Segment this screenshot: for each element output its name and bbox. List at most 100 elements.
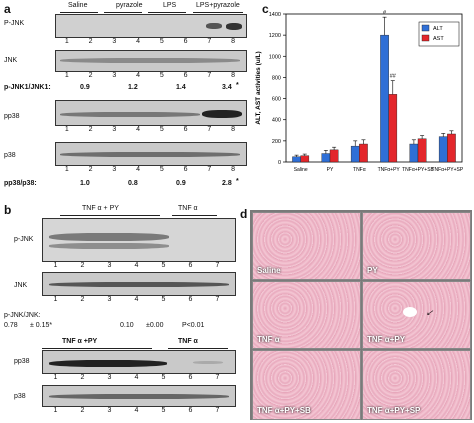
bar-alt	[409, 143, 419, 163]
x-tick-label: PY	[327, 167, 334, 173]
row-label-p38: p38	[4, 152, 16, 159]
row-label-jnk: JNK	[14, 282, 28, 289]
x-tick-label: TNFα+PY+SB	[402, 167, 434, 173]
bar-ast	[359, 143, 368, 163]
image-label: TNF α	[257, 335, 280, 344]
group-label: LPS+pyrazole	[196, 2, 240, 9]
group-label: Saline	[68, 2, 88, 9]
group-label: TNF α + PY	[82, 205, 119, 212]
ratio-value: 0.9	[80, 84, 90, 91]
blot-b-pp38	[42, 350, 236, 374]
histology-image: TNF α+PY+SB	[252, 350, 361, 420]
ratio-label: p-JNK1/JNK1:	[4, 84, 51, 91]
ratio-value: 1.0	[80, 180, 90, 187]
image-label: TNF α+PY+SP	[367, 406, 421, 415]
y-tick-label: 200	[272, 139, 281, 145]
histology-image: ← TNF α+PY	[362, 281, 471, 349]
ratio-value: 3.4	[222, 84, 232, 91]
bar-alt	[292, 156, 301, 163]
blot-a-pjnk	[55, 14, 247, 38]
bar-alt	[380, 34, 389, 163]
histology-image: TNF α	[252, 281, 361, 349]
image-label: PY	[367, 266, 378, 275]
ratio-label: p-JNK/JNK:	[4, 312, 41, 319]
panel-a-group-labels: Saline pyrazole LPS LPS+pyrazole	[60, 2, 240, 12]
blot-b-pjnk	[42, 218, 236, 262]
image-label: TNF α+PY	[367, 335, 406, 344]
bar-ast	[329, 149, 339, 163]
significance-mark: *	[236, 178, 239, 185]
ratio-value: 2.8	[222, 180, 232, 187]
x-tick-label: TNFα+PY+SP	[431, 167, 463, 173]
ratio-label: pp38/p38:	[4, 180, 37, 187]
legend-label: ALT	[433, 26, 443, 32]
histology-image: TNF α+PY+SP	[362, 350, 471, 420]
y-tick-label: 600	[272, 97, 281, 103]
panel-a-letter: a	[4, 2, 11, 16]
significance-annotation: #	[383, 10, 387, 16]
ratio-value: P<0.01	[182, 322, 205, 329]
blot-a-jnk	[55, 50, 247, 72]
blot-b-jnk	[42, 272, 236, 296]
arrow-icon: ←	[420, 301, 438, 321]
x-tick-label: TNFα+PY	[378, 167, 401, 173]
row-label-p38: p38	[14, 393, 26, 400]
legend-swatch	[421, 24, 430, 32]
bar-ast	[388, 94, 398, 163]
y-axis-label: ALT, AST activities (u/L)	[255, 51, 262, 124]
panel-b-letter: b	[4, 203, 12, 217]
blot-a-p38	[55, 142, 247, 166]
bar-ast	[417, 138, 427, 163]
significance-annotation: ##	[390, 74, 397, 80]
x-tick-label: Saline	[294, 167, 308, 173]
row-label-jnk: JNK	[4, 57, 18, 64]
y-tick-label: 800	[272, 75, 281, 81]
group-label: TNF α	[178, 205, 198, 212]
blot-a-pp38	[55, 100, 247, 126]
y-tick-label: 1200	[269, 33, 281, 39]
y-tick-label: 1400	[269, 12, 281, 18]
x-tick-label: TNFα	[353, 167, 366, 173]
legend-label: AST	[433, 36, 444, 42]
bar-ast	[447, 133, 456, 163]
row-label-pp38: pp38	[14, 358, 30, 365]
ratio-value: ±0.00	[146, 322, 164, 329]
group-label: pyrazole	[116, 2, 143, 9]
alt-ast-bar-chart: 0 200 400 600 800 1000 1200 1400 ALT, AST activi…	[255, 10, 464, 173]
panel-d-letter: d	[240, 207, 248, 221]
y-tick-label: 0	[278, 160, 281, 166]
ratio-value: 0.78	[4, 322, 18, 329]
ratio-value: 1.2	[128, 84, 138, 91]
row-label-p-jnk: p-JNK	[14, 236, 34, 243]
legend-swatch	[421, 34, 430, 42]
y-tick-label: 1000	[269, 54, 281, 60]
significance-mark: *	[236, 82, 239, 89]
bar-alt	[438, 136, 448, 163]
histology-image: PY	[362, 212, 471, 280]
vessel-lumen	[403, 307, 417, 317]
ratio-value: 0.10	[120, 322, 134, 329]
image-label: Saline	[257, 266, 281, 275]
group-label: TNF α	[178, 338, 198, 345]
y-tick-label: 400	[272, 118, 281, 124]
blot-b-p38	[42, 385, 236, 407]
bar-ast	[300, 155, 310, 163]
group-label: LPS	[163, 2, 177, 9]
ratio-value: 1.4	[176, 84, 186, 91]
plot-frame	[285, 13, 463, 163]
ratio-value: 0.8	[128, 180, 138, 187]
bar-alt	[350, 145, 360, 163]
image-label: TNF α+PY+SB	[257, 406, 311, 415]
histology-grid: Saline PY TNF α ← TNF α+PY TNF α+PY+SB T…	[250, 210, 472, 420]
row-label-pp38: pp38	[4, 113, 20, 120]
row-label-p-jnk: P-JNK	[4, 20, 25, 27]
ratio-value: ± 0.15*	[30, 322, 53, 329]
